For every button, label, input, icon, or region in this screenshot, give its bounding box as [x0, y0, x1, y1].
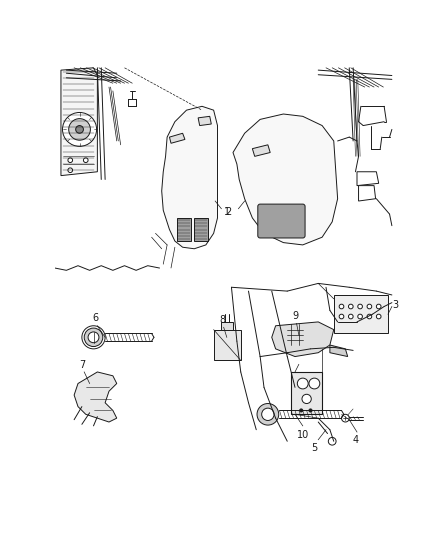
Circle shape: [328, 438, 336, 445]
Circle shape: [76, 126, 83, 133]
Text: 2: 2: [225, 207, 231, 217]
Circle shape: [63, 112, 97, 147]
Polygon shape: [330, 345, 348, 357]
Circle shape: [349, 304, 353, 309]
Polygon shape: [214, 329, 241, 360]
Polygon shape: [272, 322, 334, 357]
Bar: [194, 218, 208, 241]
Circle shape: [302, 394, 311, 403]
Polygon shape: [252, 145, 270, 156]
Text: 1: 1: [224, 207, 230, 217]
Text: 6: 6: [92, 313, 98, 322]
Bar: [334, 295, 388, 334]
Circle shape: [367, 314, 372, 319]
Polygon shape: [74, 372, 117, 422]
Circle shape: [376, 304, 381, 309]
Text: 3: 3: [392, 300, 399, 310]
Text: 4: 4: [353, 435, 359, 445]
Circle shape: [261, 408, 274, 421]
Circle shape: [349, 314, 353, 319]
Polygon shape: [170, 133, 185, 143]
Text: 10: 10: [297, 430, 309, 440]
Circle shape: [68, 168, 73, 173]
Polygon shape: [233, 114, 338, 245]
Circle shape: [83, 158, 88, 163]
Circle shape: [309, 409, 312, 412]
Circle shape: [257, 403, 279, 425]
Circle shape: [297, 378, 308, 389]
Polygon shape: [61, 68, 97, 175]
Circle shape: [339, 304, 344, 309]
Bar: [177, 218, 191, 241]
Polygon shape: [357, 172, 379, 185]
Circle shape: [84, 328, 103, 346]
Text: 9: 9: [292, 311, 298, 321]
Circle shape: [342, 414, 349, 422]
Polygon shape: [198, 116, 211, 126]
FancyBboxPatch shape: [258, 204, 305, 238]
Circle shape: [339, 314, 344, 319]
Text: 5: 5: [311, 443, 318, 453]
Circle shape: [367, 304, 372, 309]
Circle shape: [88, 332, 99, 343]
Polygon shape: [162, 106, 218, 249]
Circle shape: [69, 119, 90, 140]
Circle shape: [358, 304, 362, 309]
Polygon shape: [221, 322, 233, 329]
Polygon shape: [359, 185, 376, 201]
Circle shape: [358, 314, 362, 319]
Circle shape: [300, 409, 303, 412]
Bar: [291, 372, 322, 414]
Circle shape: [68, 158, 73, 163]
Circle shape: [309, 378, 320, 389]
Text: 8: 8: [219, 315, 225, 325]
Text: 7: 7: [79, 360, 85, 370]
Circle shape: [376, 314, 381, 319]
